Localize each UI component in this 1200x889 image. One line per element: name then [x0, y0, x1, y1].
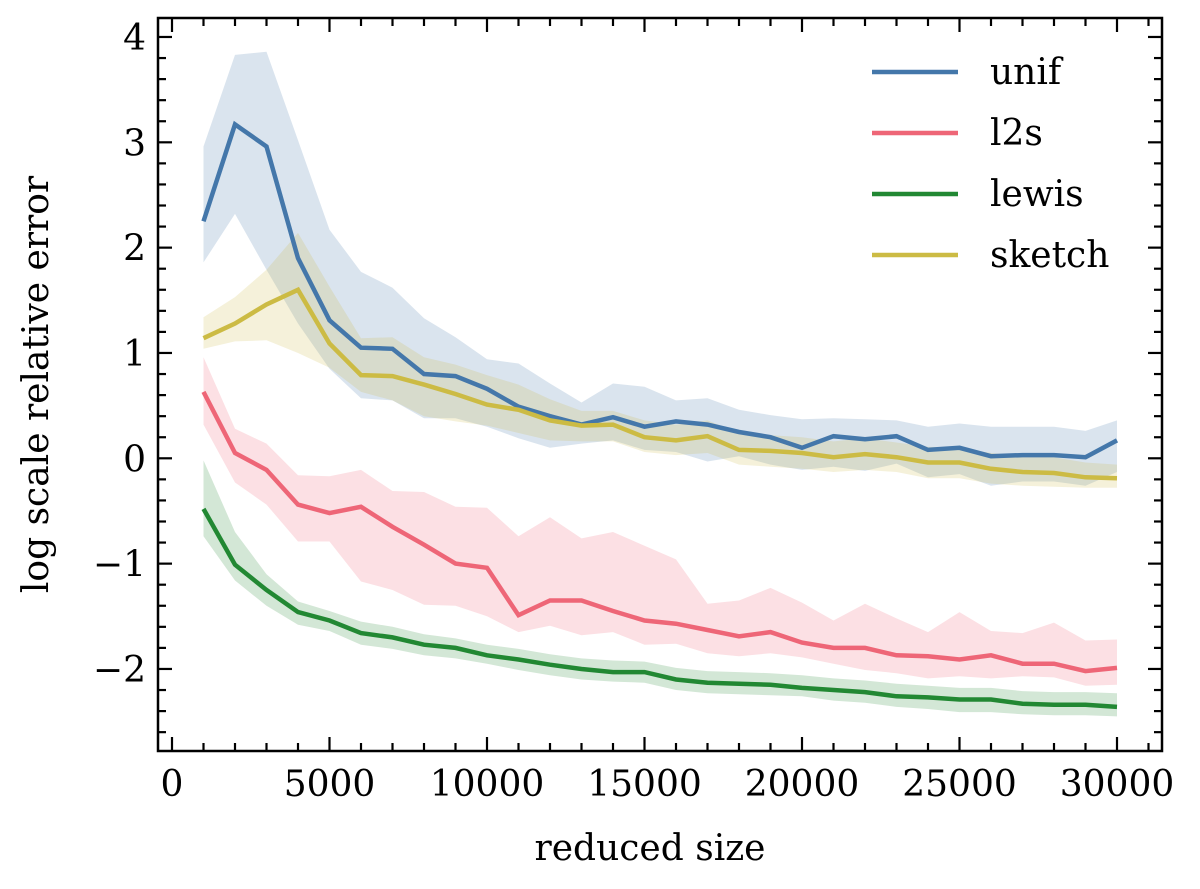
y-tick-label: −1 [93, 545, 146, 586]
legend-label-lewis: lewis [990, 174, 1084, 215]
legend-item-l2s: l2s [872, 113, 1043, 154]
x-tick-label: 30000 [1060, 764, 1175, 805]
axis-ticks [158, 18, 1162, 751]
x-tick-label: 25000 [902, 764, 1017, 805]
x-tick-label: 10000 [430, 764, 545, 805]
x-tick-label: 15000 [587, 764, 702, 805]
legend-label-sketch: sketch [990, 235, 1109, 276]
legend-item-unif: unif [872, 52, 1064, 93]
x-tick-labels: 0 5000 10000 15000 20000 25000 30000 [161, 764, 1175, 805]
confidence-bands [203, 51, 1117, 717]
y-tick-label: 1 [123, 334, 146, 375]
y-axis-title: log scale relative error [16, 175, 57, 593]
plot-frame [156, 16, 1164, 753]
legend-item-lewis: lewis [872, 174, 1084, 215]
band-lewis [203, 460, 1117, 717]
series-unif [201, 120, 1119, 460]
series-l2s [201, 390, 1118, 674]
y-tick-label: 4 [123, 18, 146, 59]
y-tick-label: −2 [93, 650, 146, 691]
line-lewis [201, 507, 1118, 710]
legend-label-l2s: l2s [990, 113, 1043, 154]
y-tick-label: 2 [123, 229, 146, 270]
series-lewis [201, 507, 1118, 710]
band-unif [203, 51, 1117, 486]
line-l2s [201, 390, 1118, 674]
x-axis-title: reduced size [535, 828, 766, 869]
x-tick-label: 0 [161, 764, 184, 805]
y-tick-label: 3 [123, 123, 146, 164]
series-sketch [202, 286, 1118, 481]
legend-item-sketch: sketch [872, 235, 1109, 276]
legend-label-unif: unif [990, 52, 1064, 93]
series-lines [201, 120, 1119, 710]
x-tick-label: 20000 [745, 764, 860, 805]
legend: unif l2s lewis sketch [872, 52, 1109, 276]
x-tick-label: 5000 [284, 764, 376, 805]
band-l2s [203, 357, 1117, 686]
line-sketch [202, 286, 1118, 481]
y-tick-labels: −2 −1 0 1 2 3 4 [93, 18, 146, 691]
y-tick-label: 0 [123, 439, 146, 480]
line-unif [201, 120, 1119, 460]
